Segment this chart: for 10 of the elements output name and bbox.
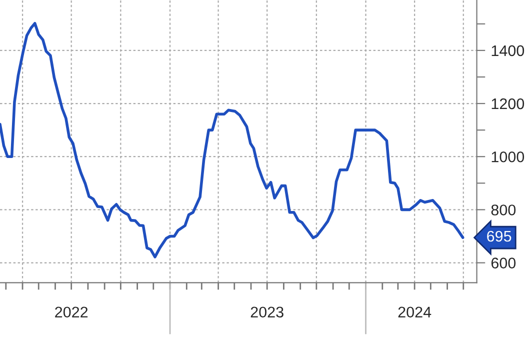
y-tick-label: 1000 bbox=[492, 151, 524, 162]
x-tick-label: 2022 bbox=[55, 306, 88, 318]
x-tick-label: 2023 bbox=[250, 306, 284, 318]
y-tick-label: 800 bbox=[491, 204, 516, 216]
y-tick-label: 1400 bbox=[492, 45, 524, 56]
annotation: 695 bbox=[487, 230, 512, 242]
x-tick-label: 2024 bbox=[398, 306, 432, 318]
line-series bbox=[0, 22, 464, 258]
y-tick-label: 1200 bbox=[492, 98, 524, 110]
y-tick-label: 600 bbox=[491, 258, 516, 268]
